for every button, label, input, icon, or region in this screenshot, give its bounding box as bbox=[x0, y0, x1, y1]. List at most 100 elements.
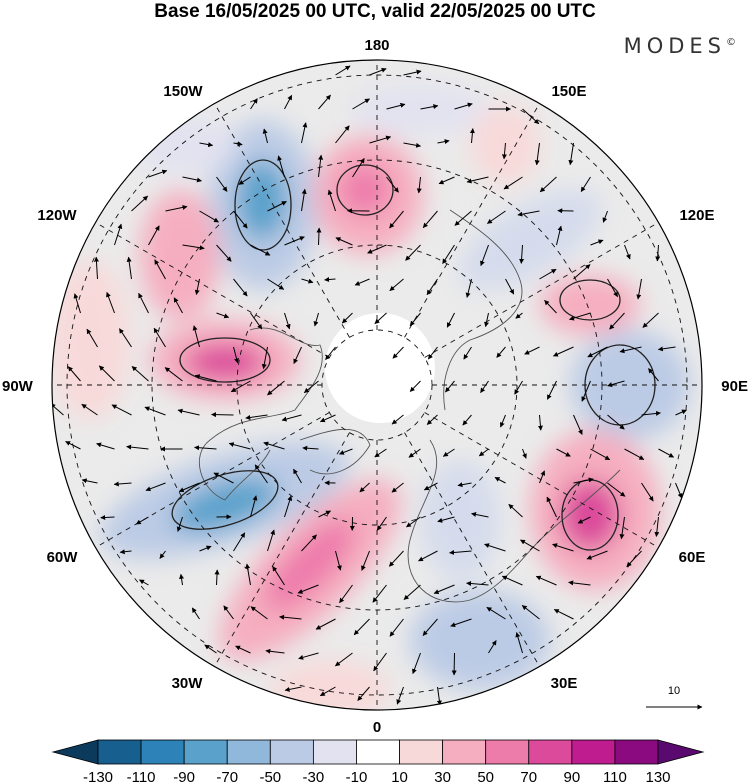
wind-arrow bbox=[624, 448, 645, 460]
wind-arrow bbox=[403, 142, 422, 148]
wind-arrow bbox=[423, 482, 438, 491]
wind-arrow bbox=[445, 380, 455, 393]
wind-arrow bbox=[389, 618, 404, 637]
wind-arrow bbox=[675, 409, 687, 416]
wind-arrow bbox=[619, 346, 642, 354]
wind-arrow bbox=[327, 189, 336, 212]
wind-arrow bbox=[501, 575, 523, 586]
wind-arrow bbox=[539, 176, 557, 193]
wind-arrow bbox=[436, 686, 442, 706]
wind-arrow bbox=[480, 244, 489, 267]
wind-arrow bbox=[113, 481, 132, 487]
wind-arrow bbox=[267, 529, 276, 552]
wind-arrow bbox=[501, 142, 507, 160]
wind-arrow bbox=[521, 605, 540, 620]
lon-label-60e: 60E bbox=[679, 549, 706, 566]
wind-arrow bbox=[245, 414, 268, 420]
wind-arrow bbox=[284, 94, 293, 110]
meridian-line bbox=[214, 103, 350, 338]
colorbar-cell bbox=[399, 739, 444, 765]
modes-logo: MODES© bbox=[624, 34, 736, 58]
colorbar-cell bbox=[183, 739, 228, 765]
wind-arrow bbox=[499, 414, 506, 428]
wind-arrow bbox=[403, 584, 421, 600]
wind-arrow bbox=[524, 346, 540, 355]
wind-arrow bbox=[98, 365, 115, 382]
wind-arrow bbox=[250, 312, 263, 330]
wind-arrow bbox=[520, 539, 540, 552]
contour-2 bbox=[336, 164, 394, 216]
lon-label-90w: 90W bbox=[2, 378, 34, 395]
wind-arrow bbox=[148, 225, 160, 246]
wind-arrow bbox=[114, 223, 123, 246]
wind-arrow bbox=[334, 652, 353, 667]
wind-arrow bbox=[522, 448, 527, 459]
wind-arrow bbox=[392, 346, 404, 359]
wind-arrow bbox=[420, 104, 439, 110]
wind-arrow bbox=[374, 448, 387, 458]
wind-arrow bbox=[281, 414, 302, 422]
wind-arrow bbox=[81, 403, 98, 416]
colorbar-cell bbox=[97, 739, 142, 765]
meridian-line bbox=[214, 432, 350, 667]
wind-arrow bbox=[369, 135, 392, 144]
pos-anomaly-2 bbox=[140, 190, 220, 320]
wind-arrow bbox=[553, 609, 574, 620]
wind-arrow bbox=[626, 550, 642, 567]
wind-arrow bbox=[568, 312, 591, 321]
wind-arrow bbox=[641, 482, 654, 502]
wind-arrow bbox=[552, 543, 574, 552]
wind-arrow bbox=[408, 448, 421, 458]
colorbar-tick-label: 90 bbox=[564, 769, 581, 783]
wind-arrow bbox=[648, 368, 659, 382]
map-border bbox=[51, 59, 703, 711]
lon-label-150e: 150E bbox=[551, 83, 586, 100]
lon-label-120w: 120W bbox=[37, 207, 77, 224]
wind-arrow bbox=[144, 406, 166, 416]
wind-arrow bbox=[118, 328, 132, 348]
wind-arrow bbox=[254, 464, 268, 484]
wind-arrow bbox=[654, 516, 660, 537]
contour-lines bbox=[171, 159, 656, 551]
wind-arrow bbox=[515, 632, 523, 654]
siberia-coast bbox=[443, 209, 523, 411]
wind-arrow bbox=[261, 346, 268, 370]
wind-arrow bbox=[119, 549, 132, 555]
wind-arrow bbox=[302, 445, 319, 451]
wind-arrow bbox=[96, 442, 115, 450]
pos-anomaly-6 bbox=[540, 275, 640, 335]
wind-arrow bbox=[233, 141, 243, 147]
wind-arrow bbox=[427, 346, 438, 360]
wind-arrow bbox=[145, 482, 166, 492]
wind-arrow bbox=[357, 686, 370, 701]
wind-arrow bbox=[535, 575, 557, 586]
wind-arrow bbox=[126, 444, 149, 450]
wind-arrow bbox=[194, 278, 200, 295]
wind-arrow bbox=[86, 328, 98, 348]
wind-arrow bbox=[586, 550, 608, 560]
colorbar-cell bbox=[140, 739, 185, 765]
wind-arrow bbox=[389, 210, 404, 229]
wind-arrow bbox=[315, 618, 336, 630]
wind-arrow bbox=[437, 516, 455, 523]
wind-arrow bbox=[442, 244, 455, 264]
wind-arrow bbox=[607, 278, 618, 298]
colorbar-tick-label: 70 bbox=[520, 769, 537, 783]
wind-arrow bbox=[293, 346, 302, 365]
wind-arrow bbox=[624, 244, 631, 260]
wind-arrow bbox=[457, 482, 472, 488]
contour-1 bbox=[234, 159, 292, 251]
wind-arrow bbox=[580, 176, 591, 193]
wind-arrow bbox=[486, 606, 506, 620]
colorbar-tick-label: -50 bbox=[259, 769, 281, 783]
wind-arrow bbox=[352, 98, 370, 110]
wind-scale-label: 10 bbox=[668, 685, 680, 697]
wind-arrow bbox=[301, 534, 317, 552]
neg-anomaly-5 bbox=[420, 460, 500, 580]
wind-arrow bbox=[301, 122, 308, 144]
wind-arrow bbox=[539, 470, 546, 484]
wind-arrow bbox=[319, 686, 336, 697]
wind-arrow bbox=[642, 312, 659, 328]
colorbar-extend-high bbox=[657, 739, 705, 765]
